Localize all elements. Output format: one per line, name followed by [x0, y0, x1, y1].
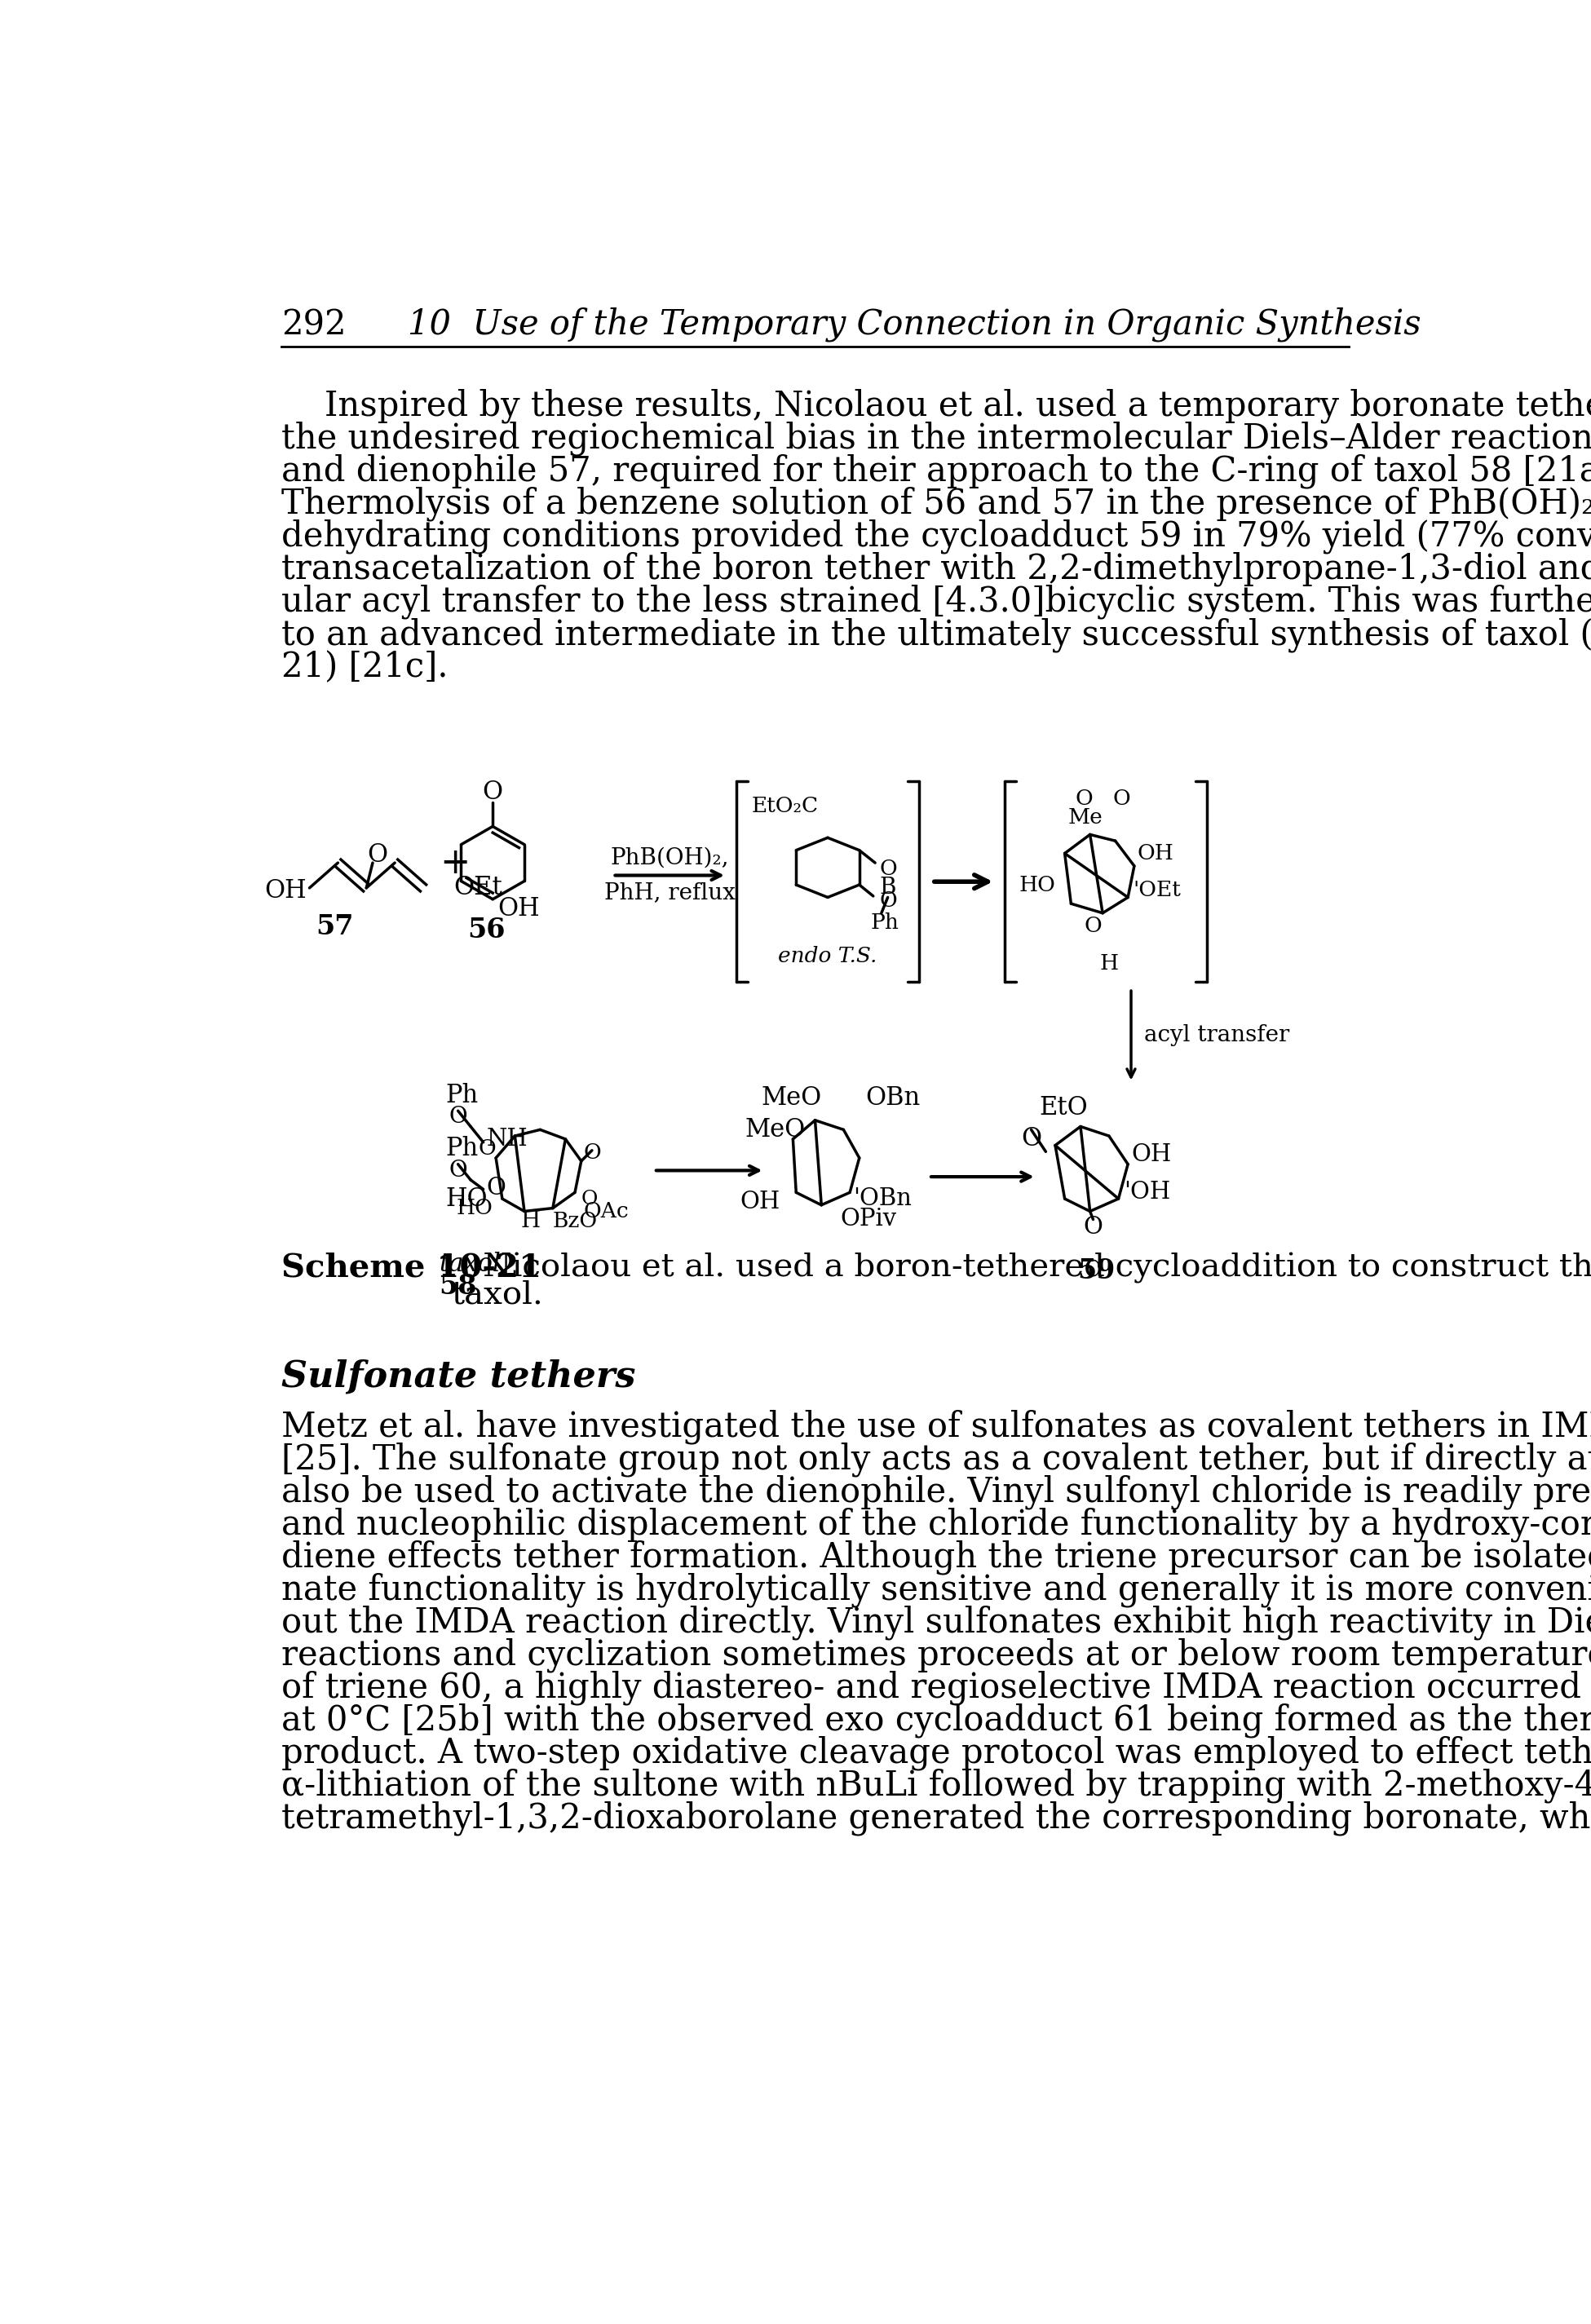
Text: and nucleophilic displacement of the chloride functionality by a hydroxy-contain: and nucleophilic displacement of the chl… — [282, 1506, 1591, 1541]
Text: O: O — [1112, 788, 1131, 809]
Text: Thermolysis of a benzene solution of 56 and 57 in the presence of PhB(OH)₂ under: Thermolysis of a benzene solution of 56 … — [282, 486, 1591, 521]
Text: 'OH: 'OH — [1123, 1181, 1169, 1204]
Text: 292: 292 — [282, 307, 345, 342]
Text: EtO₂C: EtO₂C — [753, 797, 819, 816]
Text: MeO: MeO — [760, 1085, 821, 1111]
Text: MeO: MeO — [745, 1118, 805, 1143]
Text: [25]. The sulfonate group not only acts as a covalent tether, but if directly at: [25]. The sulfonate group not only acts … — [282, 1441, 1591, 1476]
Text: 21) [21c].: 21) [21c]. — [282, 651, 447, 683]
Text: α-lithiation of the sultone with nBuLi followed by trapping with 2-methoxy-4,4,5: α-lithiation of the sultone with nBuLi f… — [282, 1769, 1591, 1803]
Text: EtO: EtO — [1039, 1095, 1088, 1120]
Text: Nicolaou et al. used a boron-tethered cycloaddition to construct the C-ring of: Nicolaou et al. used a boron-tethered cy… — [452, 1253, 1591, 1283]
Text: HO: HO — [1018, 874, 1055, 895]
Text: PhH, reflux: PhH, reflux — [605, 881, 735, 904]
Text: O: O — [482, 779, 503, 804]
Text: OBn: OBn — [866, 1085, 921, 1111]
Text: PhB(OH)₂,: PhB(OH)₂, — [611, 846, 729, 869]
Text: +: + — [439, 846, 469, 881]
Text: O: O — [1085, 916, 1103, 937]
Text: O: O — [487, 1176, 506, 1199]
Text: Scheme 10-21: Scheme 10-21 — [282, 1253, 541, 1283]
Text: reactions and cyclization sometimes proceeds at or below room temperature. In th: reactions and cyclization sometimes proc… — [282, 1638, 1591, 1673]
Text: HO: HO — [457, 1197, 493, 1218]
Text: and dienophile 57, required for their approach to the C-ring of taxol 58 [21a, b: and dienophile 57, required for their ap… — [282, 453, 1591, 488]
Text: Metz et al. have investigated the use of sulfonates as covalent tethers in IMDA : Metz et al. have investigated the use of… — [282, 1408, 1591, 1443]
Text: taxol.: taxol. — [452, 1281, 544, 1311]
Text: OPiv: OPiv — [840, 1208, 897, 1232]
Text: Sulfonate tethers: Sulfonate tethers — [282, 1360, 635, 1394]
Text: dehydrating conditions provided the cycloadduct 59 in 79% yield (77% conversion): dehydrating conditions provided the cycl… — [282, 518, 1591, 553]
Text: O: O — [1021, 1127, 1042, 1153]
Text: 57: 57 — [315, 913, 353, 939]
Text: OEt: OEt — [453, 876, 503, 902]
Text: ular acyl transfer to the less strained [4.3.0]bicyclic system. This was further: ular acyl transfer to the less strained … — [282, 586, 1591, 618]
Text: O: O — [368, 844, 388, 867]
Text: endo T.S.: endo T.S. — [778, 946, 877, 967]
Text: H: H — [520, 1211, 541, 1232]
Text: 56: 56 — [468, 916, 506, 944]
Text: of triene 60, a highly diastereo- and regioselective IMDA reaction occurred with: of triene 60, a highly diastereo- and re… — [282, 1671, 1591, 1706]
Text: product. A two-step oxidative cleavage protocol was employed to effect tether cl: product. A two-step oxidative cleavage p… — [282, 1736, 1591, 1771]
Text: O: O — [581, 1190, 598, 1208]
Text: Inspired by these results, Nicolaou et al. used a temporary boronate tether to o: Inspired by these results, Nicolaou et a… — [282, 388, 1591, 423]
Text: 10  Use of the Temporary Connection in Organic Synthesis: 10 Use of the Temporary Connection in Or… — [407, 307, 1421, 342]
Text: Me: Me — [1068, 806, 1103, 827]
Text: OH: OH — [264, 878, 307, 904]
Text: taxol: taxol — [439, 1253, 501, 1278]
Text: OH: OH — [740, 1190, 780, 1213]
Text: 'OEt: 'OEt — [1133, 878, 1181, 899]
Text: O: O — [1083, 1215, 1103, 1239]
Text: O: O — [449, 1160, 468, 1181]
Text: O: O — [880, 890, 897, 911]
Text: NH: NH — [487, 1127, 528, 1150]
Text: B: B — [880, 876, 896, 899]
Text: HO: HO — [445, 1185, 487, 1211]
Text: OAc: OAc — [584, 1202, 628, 1222]
Text: O: O — [584, 1143, 601, 1162]
Text: Ph: Ph — [870, 913, 899, 932]
Text: 'OBn: 'OBn — [853, 1188, 912, 1211]
Text: transacetalization of the boron tether with 2,2-dimethylpropane-1,3-diol and int: transacetalization of the boron tether w… — [282, 553, 1591, 586]
Text: H: H — [1099, 953, 1118, 974]
Text: OH: OH — [1131, 1143, 1171, 1167]
Text: Ph: Ph — [445, 1083, 479, 1109]
Text: out the IMDA reaction directly. Vinyl sulfonates exhibit high reactivity in Diel: out the IMDA reaction directly. Vinyl su… — [282, 1606, 1591, 1641]
Text: tetramethyl-1,3,2-dioxaborolane generated the corresponding boronate, which was : tetramethyl-1,3,2-dioxaborolane generate… — [282, 1801, 1591, 1836]
Text: diene effects tether formation. Although the triene precursor can be isolated, t: diene effects tether formation. Although… — [282, 1541, 1591, 1573]
Text: nate functionality is hydrolytically sensitive and generally it is more convenie: nate functionality is hydrolytically sen… — [282, 1573, 1591, 1606]
Text: 59: 59 — [1077, 1257, 1115, 1285]
Text: the undesired regiochemical bias in the intermolecular Diels–Alder reaction of d: the undesired regiochemical bias in the … — [282, 421, 1591, 456]
Text: O: O — [479, 1139, 496, 1160]
Text: O: O — [880, 860, 897, 878]
Text: O: O — [449, 1106, 468, 1127]
Text: O: O — [1076, 788, 1093, 809]
Text: Ph: Ph — [445, 1136, 479, 1162]
Text: 58: 58 — [439, 1274, 477, 1299]
Text: OH: OH — [498, 897, 539, 920]
Text: acyl transfer: acyl transfer — [1144, 1025, 1289, 1046]
Text: also be used to activate the dienophile. Vinyl sulfonyl chloride is readily prep: also be used to activate the dienophile.… — [282, 1473, 1591, 1508]
Text: BzO: BzO — [552, 1211, 598, 1232]
Text: OH: OH — [1138, 844, 1174, 865]
Text: at 0°C [25b] with the observed exo cycloadduct 61 being formed as the thermodyna: at 0°C [25b] with the observed exo cyclo… — [282, 1703, 1591, 1738]
Text: to an advanced intermediate in the ultimately successful synthesis of taxol (Sch: to an advanced intermediate in the ultim… — [282, 618, 1591, 653]
